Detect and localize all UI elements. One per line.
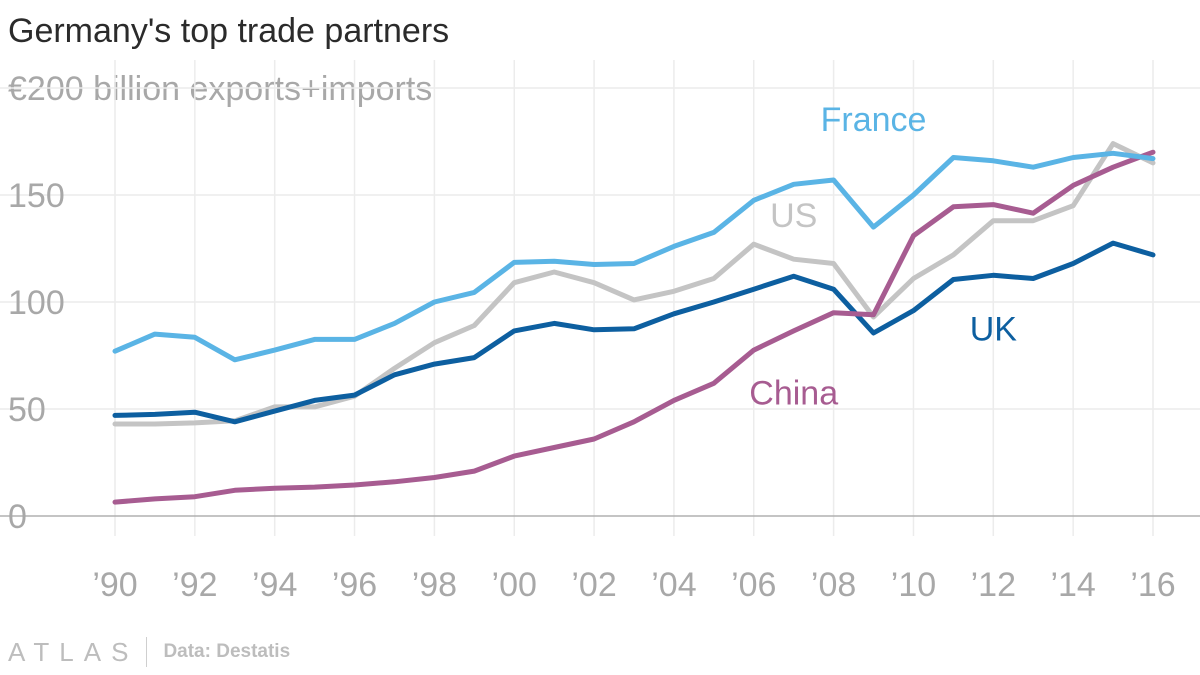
atlas-logo: ATLAS xyxy=(8,636,139,667)
chart-title: Germany's top trade partners xyxy=(8,12,450,50)
x-tick-2002: ’02 xyxy=(571,566,616,604)
x-tick-labels: ’90 ’92 ’94 ’96 ’98 ’00 ’02 ’04 ’06 ’08 ’10 ’12 ’14 ’… xyxy=(92,566,1175,604)
series-labels: US UK China France xyxy=(749,101,1017,413)
x-tick-1994: ’94 xyxy=(252,566,297,604)
x-tick-1998: ’98 xyxy=(412,566,457,604)
series-line-france xyxy=(112,150,1156,363)
x-tick-2012: ’12 xyxy=(971,566,1016,604)
footer-divider xyxy=(146,637,148,667)
x-tick-2000: ’00 xyxy=(492,566,537,604)
x-tick-2010: ’10 xyxy=(891,566,936,604)
x-tick-1996: ’96 xyxy=(332,566,377,604)
footer: ATLAS Data: Destatis xyxy=(8,634,290,670)
x-tick-2014: ’14 xyxy=(1050,566,1095,604)
y-tick-labels: 0 50 100 150 xyxy=(8,177,65,536)
series-lines xyxy=(112,141,1156,505)
x-tick-1992: ’92 xyxy=(172,566,217,604)
series-label-china: China xyxy=(749,375,838,413)
chart-subtitle: €200 billion exports+imports xyxy=(8,70,433,108)
series-label-uk: UK xyxy=(970,311,1018,349)
series-line-us xyxy=(112,141,1156,427)
x-tick-2006: ’06 xyxy=(731,566,776,604)
x-tick-2008: ’08 xyxy=(811,566,856,604)
y-tick-0: 0 xyxy=(8,498,27,536)
series-label-us: US xyxy=(770,197,817,235)
y-tick-150: 150 xyxy=(8,177,65,215)
gridlines xyxy=(0,60,1200,536)
series-label-france: France xyxy=(821,101,927,139)
y-tick-50: 50 xyxy=(8,391,46,429)
data-source: Data: Destatis xyxy=(163,641,291,662)
x-tick-2016: ’16 xyxy=(1130,566,1175,604)
series-line-china xyxy=(112,149,1156,505)
x-tick-1990: ’90 xyxy=(92,566,137,604)
series-line-uk xyxy=(112,240,1156,425)
y-tick-100: 100 xyxy=(8,284,65,322)
x-tick-2004: ’04 xyxy=(651,566,696,604)
